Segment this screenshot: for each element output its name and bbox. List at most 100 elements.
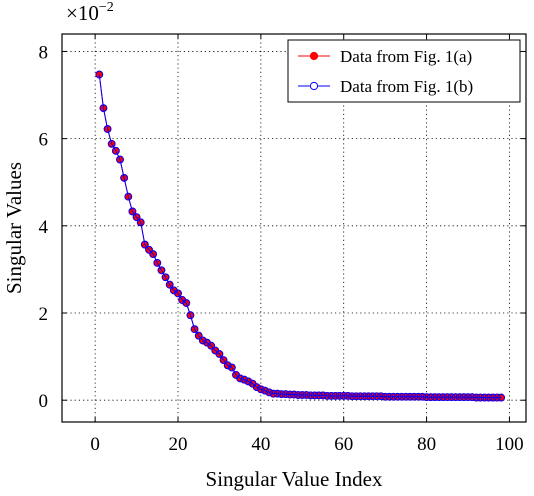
data-point — [385, 392, 394, 401]
data-point — [488, 393, 497, 402]
data-point — [99, 104, 108, 113]
data-point — [493, 393, 501, 402]
data-point — [314, 391, 323, 400]
legend-label-b: Data from Fig. 1(b) — [340, 77, 473, 96]
plot-frame — [61, 33, 527, 423]
data-point — [107, 139, 116, 148]
data-point — [393, 392, 402, 401]
data-point — [186, 311, 195, 320]
data-point — [198, 336, 207, 345]
data-point — [140, 240, 149, 249]
data-point — [281, 390, 290, 398]
data-point — [377, 392, 385, 401]
x-tick-label: 40 — [251, 434, 270, 455]
data-point — [480, 393, 489, 402]
data-point — [356, 392, 365, 401]
y-tick-label: 2 — [39, 304, 49, 325]
multiplier-exponent: −2 — [99, 0, 114, 15]
data-point — [273, 389, 282, 398]
data-point — [381, 392, 390, 401]
data-point — [120, 173, 129, 182]
multiplier-base: ×10 — [66, 1, 99, 25]
data-point — [310, 391, 319, 400]
data-point — [252, 383, 261, 392]
x-tick-label: 100 — [495, 434, 524, 455]
data-point — [497, 393, 506, 402]
data-point — [360, 392, 369, 401]
data-point — [323, 391, 332, 400]
legend-box — [287, 39, 521, 103]
data-point — [327, 391, 336, 400]
legend: Data from Fig. 1(a) Data from Fig. 1(b) — [287, 39, 521, 103]
data-point — [128, 207, 137, 216]
data-point — [343, 391, 352, 400]
data-point — [111, 146, 120, 155]
data-point — [339, 391, 348, 400]
data-point — [306, 391, 315, 400]
y-axis-multiplier: ×10−2 — [66, 0, 114, 25]
y-tick-label: 8 — [39, 42, 49, 63]
data-point — [451, 393, 460, 402]
data-point — [149, 250, 158, 259]
data-point — [447, 393, 456, 402]
data-point — [443, 393, 452, 402]
legend-label-a: Data from Fig. 1(a) — [340, 47, 472, 66]
data-point — [414, 392, 423, 401]
data-point — [426, 393, 435, 402]
plot-area — [95, 70, 506, 402]
data-point — [265, 388, 274, 397]
data-point — [145, 245, 153, 254]
data-point — [244, 377, 253, 386]
data-point — [269, 389, 278, 398]
data-point — [422, 393, 431, 402]
data-point — [418, 392, 427, 401]
data-point — [406, 392, 414, 401]
data-point — [136, 218, 145, 227]
data-point — [236, 374, 245, 383]
data-point — [103, 125, 112, 133]
data-point — [372, 392, 381, 401]
x-tick-label: 20 — [169, 434, 188, 455]
data-point — [132, 213, 141, 222]
data-point — [256, 385, 265, 394]
data-point — [348, 392, 356, 401]
data-point — [484, 393, 493, 402]
x-tick-label: 80 — [417, 434, 436, 455]
data-point — [194, 331, 203, 340]
data-point — [190, 325, 199, 334]
data-point — [124, 192, 133, 201]
data-point — [261, 386, 269, 395]
series-b — [95, 70, 506, 402]
data-point — [319, 391, 327, 400]
data-point — [215, 350, 224, 358]
data-point — [455, 393, 464, 402]
data-point — [476, 393, 485, 402]
data-point — [285, 390, 294, 399]
data-point — [364, 392, 373, 401]
legend-marker-b — [309, 81, 319, 91]
data-point — [294, 391, 303, 399]
data-point — [165, 280, 174, 289]
data-point — [223, 361, 232, 370]
axis-ticks: 0 20 40 60 80 100 0 2 4 6 8 — [39, 34, 526, 455]
data-point — [397, 392, 406, 401]
series-line — [98, 74, 502, 399]
y-tick-label: 0 — [39, 391, 49, 412]
data-point — [352, 392, 361, 401]
data-point — [468, 393, 477, 402]
data-point — [153, 258, 162, 267]
x-tick-label: 0 — [90, 434, 100, 455]
x-tick-label: 60 — [334, 434, 353, 455]
series-a — [95, 70, 506, 402]
data-point — [389, 392, 398, 401]
data-point — [302, 391, 311, 399]
data-point — [207, 341, 216, 350]
data-point — [157, 266, 166, 275]
data-point — [464, 393, 472, 402]
data-point — [298, 391, 307, 399]
y-axis-label: Singular Values — [2, 162, 26, 294]
data-point — [290, 390, 298, 399]
data-point — [335, 391, 344, 400]
y-tick-label: 4 — [39, 217, 49, 238]
